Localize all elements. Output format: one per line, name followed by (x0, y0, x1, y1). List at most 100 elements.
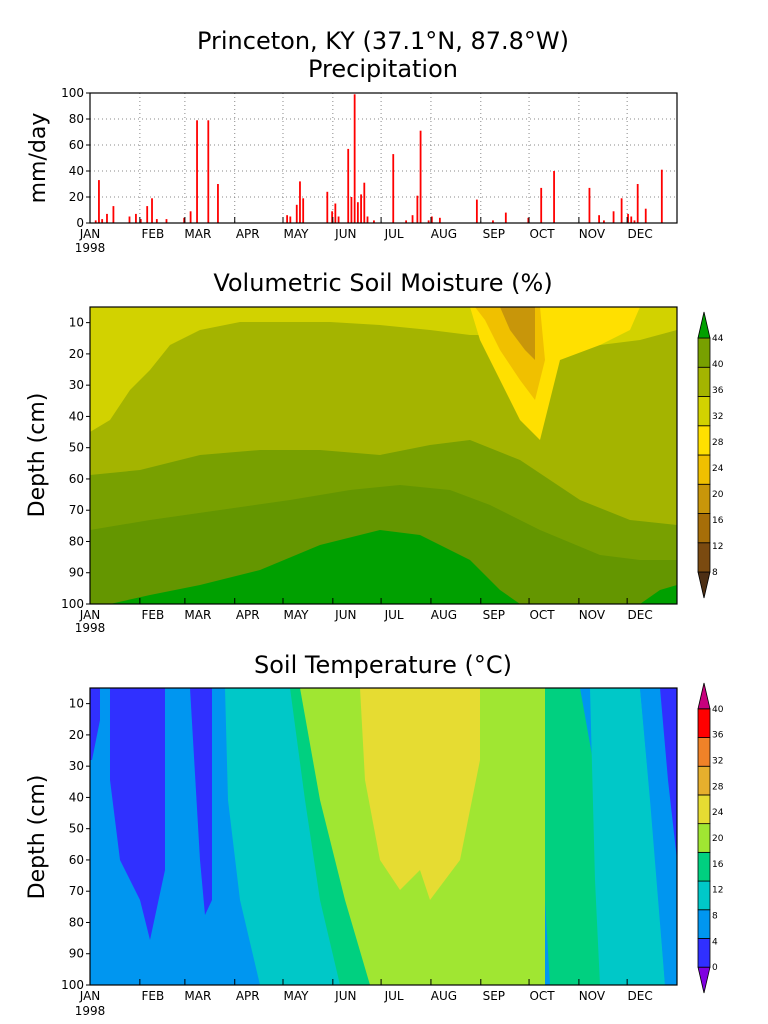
temperature-xtick-label: SEP (483, 989, 505, 1003)
precip-bar (135, 213, 137, 223)
moisture-colorbar-label: 32 (712, 412, 723, 422)
temperature-panel: Soil Temperature (°C) Depth (cm) 10 20 30 4… (25, 651, 724, 1018)
precip-bar (299, 181, 301, 223)
precip-bar (430, 216, 433, 223)
moisture-xtick-label: NOV (579, 608, 606, 622)
temperature-ytick-label: 40 (69, 790, 84, 804)
precip-bar (427, 220, 430, 223)
precip-bar (151, 198, 153, 223)
temperature-colorbar-swatch (697, 938, 711, 968)
temperature-title: Soil Temperature (°C) (254, 651, 512, 679)
temperature-colorbar-low (697, 966, 711, 994)
precip-xtick-label: JUL (384, 227, 404, 241)
precip-bar (106, 213, 108, 223)
precip-bar (189, 211, 192, 223)
moisture-colorbar-label: 40 (712, 360, 724, 370)
precip-bar (128, 216, 131, 223)
temperature-ytick-label: 90 (69, 947, 84, 961)
precip-xtick-label: MAY (284, 227, 310, 241)
temperature-colorbar-label: 24 (712, 808, 724, 818)
moisture-xtick-label: MAY (284, 608, 310, 622)
temperature-ytick-label: 100 (61, 978, 84, 992)
temperature-colorbar-label: 32 (712, 757, 723, 767)
temperature-colorbar-high (697, 682, 711, 710)
moisture-ytick-label: 60 (69, 472, 84, 486)
temperature-frame (89, 687, 678, 986)
temperature-ytick-label: 60 (69, 853, 84, 867)
moisture-xticks: JAN FEB MAR APR MAY JUN JUL AUG SEP OCT NOV DEC (79, 598, 653, 622)
precip-xtick-label: NOV (579, 227, 606, 241)
precip-bars (94, 94, 663, 223)
temperature-xtick-label: OCT (529, 989, 555, 1003)
moisture-colorbar-swatch (697, 454, 711, 485)
moisture-field (90, 307, 677, 604)
moisture-ytick-label: 50 (69, 441, 84, 455)
moisture-ytick-label: 30 (69, 378, 84, 392)
precip-xtick-label: APR (236, 227, 260, 241)
precip-bar (588, 187, 591, 223)
precip-bar (475, 199, 478, 223)
precip-bar (405, 220, 408, 223)
temperature-xticks: JAN FEB MAR APR MAY JUN JUL AUG SEP OCT NOV DEC (79, 979, 653, 1003)
moisture-colorbar-high (697, 311, 711, 339)
precip-grid (90, 93, 677, 223)
precip-frame (89, 92, 678, 224)
temp-band-4-8-c (190, 688, 212, 915)
precip-bar (112, 206, 115, 223)
precip-bar (165, 219, 168, 223)
temp-band-dec-cold (660, 688, 677, 860)
temperature-colorbar-label: 4 (712, 937, 718, 947)
moisture-band-44-dec (640, 585, 677, 604)
precip-bar (633, 220, 636, 223)
precip-bar (353, 94, 356, 223)
temperature-xtick-label: JUL (384, 989, 404, 1003)
precip-bar (207, 120, 210, 223)
precip-bar (612, 211, 615, 223)
precip-xtick-label: FEB (141, 227, 164, 241)
moisture-band-44 (110, 530, 520, 604)
moisture-colorbar: 8 12 16 20 24 28 32 36 40 44 (697, 311, 724, 599)
moisture-colorbar-low (697, 571, 711, 599)
precip-bar (139, 219, 142, 223)
moisture-colorbar-swatch (697, 483, 711, 514)
temperature-ytick-label: 70 (69, 884, 84, 898)
precip-bar (527, 217, 530, 223)
temperature-colorbar-swatch (697, 823, 711, 853)
temperature-xtick-label: DEC (628, 989, 653, 1003)
precip-ytick-label: 20 (69, 190, 84, 204)
temperature-colorbar-swatch (697, 708, 711, 738)
figure-title: Princeton, KY (37.1°N, 87.8°W) (197, 27, 569, 55)
precip-ytick-label: 60 (69, 138, 84, 152)
temperature-colorbar-label: 12 (712, 886, 723, 896)
temperature-ytick-label: 10 (69, 697, 84, 711)
precip-bar (419, 130, 422, 223)
precip-ytick-label: 40 (69, 164, 84, 178)
precip-bar (492, 220, 494, 223)
precip-bar (620, 198, 623, 223)
temperature-year: 1998 (75, 1004, 106, 1018)
precip-bar (334, 203, 337, 223)
moisture-xtick-label: AUG (431, 608, 457, 622)
precip-bar (196, 120, 198, 223)
precip-title: Precipitation (308, 55, 458, 83)
precip-ylabel: mm/day (26, 113, 51, 204)
precip-bar (331, 211, 334, 223)
precip-yticks: 0 20 40 60 80 100 (61, 86, 90, 230)
temperature-colorbar-label: 36 (712, 731, 724, 741)
temperature-ytick-label: 50 (69, 822, 84, 836)
precip-xtick-label: MAR (184, 227, 211, 241)
precip-bar (411, 215, 414, 223)
temperature-colorbar-swatch (697, 880, 711, 911)
precipitation-panel: Precipitation mm/day 0 20 40 60 80 100 JAN FEB… (26, 55, 678, 255)
moisture-ytick-label: 90 (69, 566, 84, 580)
moisture-yticks: 10 20 30 40 50 60 70 80 90 100 (61, 316, 90, 611)
temperature-ytick-label: 30 (69, 759, 84, 773)
temperature-colorbar-label: 16 (712, 860, 724, 870)
precip-bar (363, 182, 366, 223)
precip-xtick-label: AUG (431, 227, 457, 241)
temp-band-4-8-b (90, 688, 100, 760)
moisture-colorbar-label: 20 (712, 490, 724, 500)
moisture-xtick-label: JAN (79, 608, 101, 622)
temperature-xtick-label: APR (236, 989, 260, 1003)
